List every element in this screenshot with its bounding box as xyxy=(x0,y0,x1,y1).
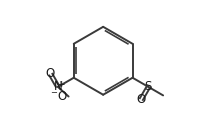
Text: S: S xyxy=(145,80,152,93)
Text: O: O xyxy=(46,67,55,80)
Text: $^{-}$O: $^{-}$O xyxy=(50,90,67,103)
Text: O: O xyxy=(136,93,146,106)
Text: +: + xyxy=(57,79,65,89)
Text: N: N xyxy=(54,80,62,93)
